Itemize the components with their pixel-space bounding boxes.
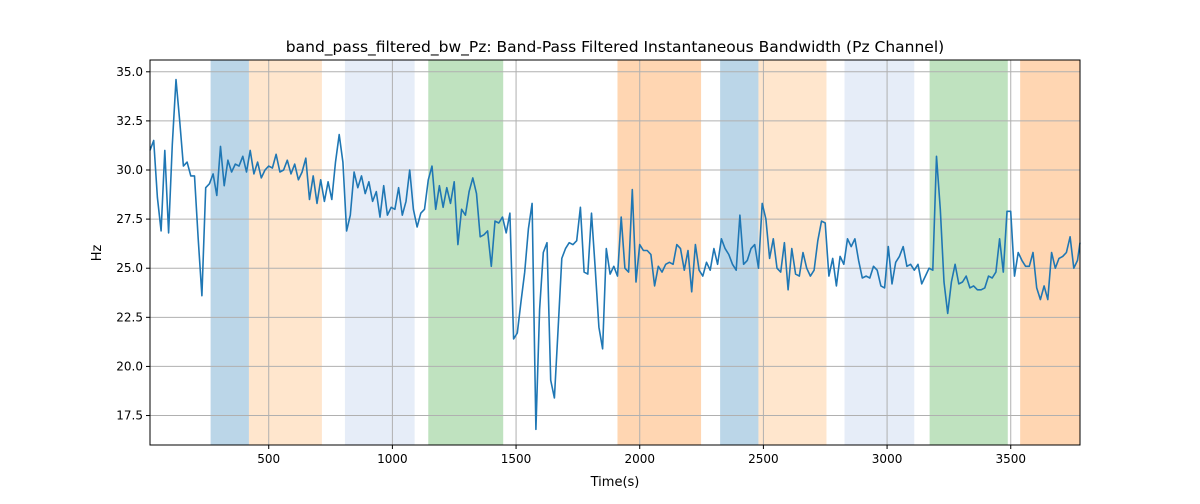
shaded-band-4	[428, 60, 504, 445]
shaded-band-9	[929, 60, 1008, 445]
y-tick-label: 22.5	[116, 310, 143, 324]
shaded-band-3	[344, 60, 415, 445]
series-layer	[149, 78, 1081, 431]
x-tick-label: 1500	[501, 452, 532, 466]
y-tick-label: 30.0	[116, 163, 143, 177]
x-axis-label: Time(s)	[590, 475, 640, 490]
y-tick-label: 17.5	[116, 409, 143, 423]
chart-title: band_pass_filtered_bw_Pz: Band-Pass Filt…	[286, 38, 944, 57]
x-axis: 500 1000 1500 2000 2500 3000 3500	[257, 445, 1026, 466]
shaded-band-1	[210, 60, 249, 445]
bands-layer	[210, 60, 1080, 445]
shaded-band-10	[1020, 60, 1080, 445]
y-axis-label: Hz	[90, 245, 105, 262]
x-tick-label: 500	[257, 452, 280, 466]
shaded-band-6	[720, 60, 759, 445]
y-tick-label: 35.0	[116, 65, 143, 79]
y-tick-label: 20.0	[116, 359, 143, 373]
series-line-1	[149, 78, 1081, 431]
x-tick-label: 3000	[872, 452, 903, 466]
shaded-band-2	[248, 60, 322, 445]
plot-frame	[149, 59, 1081, 446]
y-axis: 17.5 20.0 22.5 25.0 27.5 30.0 32.5 35.0	[116, 65, 150, 423]
y-tick-label: 25.0	[116, 261, 143, 275]
x-tick-label: 3500	[995, 452, 1026, 466]
x-tick-label: 2500	[748, 452, 779, 466]
y-tick-label: 27.5	[116, 212, 143, 226]
x-tick-label: 1000	[377, 452, 408, 466]
x-tick-label: 2000	[624, 452, 655, 466]
y-tick-label: 32.5	[116, 114, 143, 128]
shaded-band-8	[844, 60, 915, 445]
